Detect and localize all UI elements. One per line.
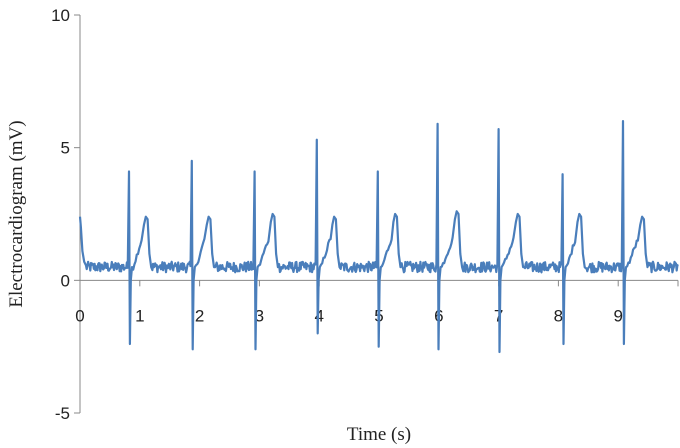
x-tick-label: 3 (255, 306, 264, 325)
y-axis-title: Electrocardiogram (mV) (6, 120, 27, 307)
y-tick-label: 10 (51, 6, 70, 25)
x-tick-label: 8 (554, 306, 563, 325)
x-tick-label: 9 (613, 306, 622, 325)
x-tick-label: 2 (195, 306, 204, 325)
y-tick-label: -5 (55, 404, 70, 423)
x-tick-label: 0 (75, 306, 84, 325)
y-tick-label: 5 (61, 139, 70, 158)
ecg-series-line (78, 120, 679, 354)
x-axis-title: Time (s) (347, 424, 411, 445)
x-tick-label: 4 (314, 306, 323, 325)
y-tick-label: 0 (61, 271, 70, 290)
x-tick-label: 1 (135, 306, 144, 325)
